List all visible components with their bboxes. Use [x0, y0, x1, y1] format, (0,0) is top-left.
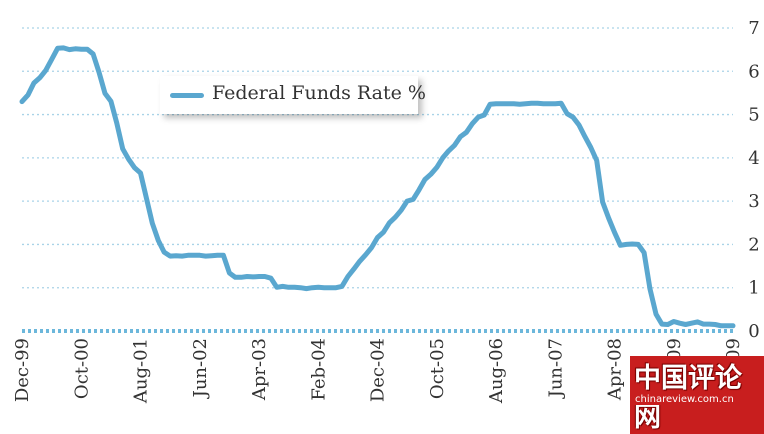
gridlines — [22, 27, 733, 333]
x-tick-label-Oct-00: Oct-00 — [71, 338, 92, 399]
x-tick-label-Apr-03: Apr-03 — [249, 338, 270, 401]
legend: Federal Funds Rate % — [160, 76, 426, 114]
x-tick-label-Jun-02: Jun-02 — [190, 338, 211, 399]
legend-label: Federal Funds Rate % — [212, 82, 426, 104]
x-tick-label-Dec-99: Dec-99 — [12, 338, 33, 402]
y-tick-label-3: 3 — [748, 191, 759, 212]
legend-swatch — [170, 93, 204, 98]
series-line-federal-funds-rate — [19, 45, 736, 329]
y-tick-label-7: 7 — [748, 18, 759, 39]
y-tick-label-2: 2 — [748, 234, 759, 255]
x-tick-label-Feb-04: Feb-04 — [308, 338, 329, 401]
x-tick-label-Dec-04: Dec-04 — [368, 338, 389, 402]
y-axis-ticks: 0 1 2 3 4 5 6 7 — [748, 18, 759, 342]
federal-funds-rate-chart: 0 1 2 3 4 5 6 7 Dec-99 Oct-00 Aug-01 Jun-02 Apr-03 F… — [12, 18, 760, 404]
watermark-url: chinareview.com.cn — [632, 394, 737, 405]
y-tick-label-5: 5 — [748, 105, 759, 126]
x-tick-label-Aug-01: Aug-01 — [131, 338, 152, 404]
series-lines — [19, 45, 736, 329]
x-tick-label-Oct-05: Oct-05 — [427, 338, 448, 399]
x-tick-label-Aug-06: Aug-06 — [486, 338, 507, 404]
y-tick-label-0: 0 — [748, 321, 759, 342]
y-tick-label-6: 6 — [748, 61, 759, 82]
x-tick-label-Jun-07: Jun-07 — [545, 338, 566, 399]
y-tick-label-4: 4 — [748, 148, 759, 169]
watermark-logo: 中国评论网 chinareview.com.cn — [628, 356, 764, 434]
y-tick-label-1: 1 — [748, 278, 759, 299]
x-tick-label-Apr-08: Apr-08 — [605, 338, 626, 401]
